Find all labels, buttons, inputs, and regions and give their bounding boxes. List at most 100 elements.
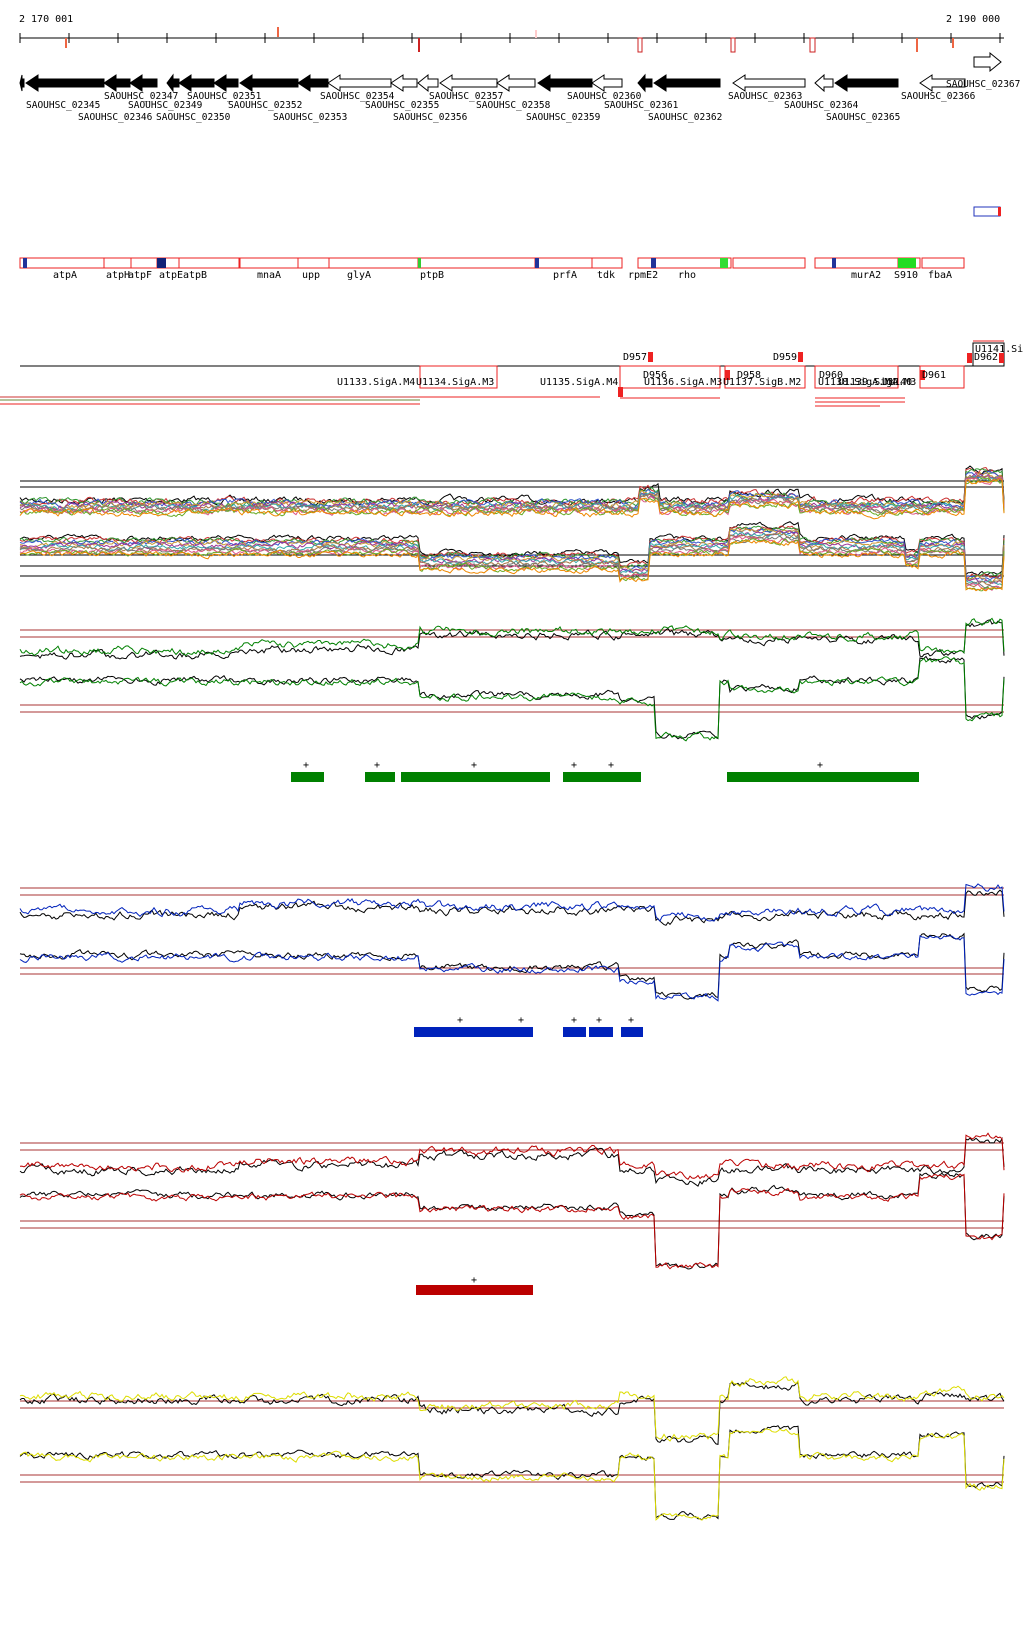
trace-line xyxy=(19,1381,1005,1446)
gene-box xyxy=(534,257,593,269)
gene-label[interactable]: SAOUHSC_02365 xyxy=(826,112,901,123)
gene-box xyxy=(732,257,806,269)
segment-label[interactable]: U1141.Si xyxy=(975,344,1024,355)
gene-box xyxy=(921,257,965,269)
named-gene-label[interactable]: ptpB xyxy=(420,270,445,281)
plus-marker: + xyxy=(374,760,381,771)
segment-track xyxy=(0,340,1005,407)
trace-line xyxy=(19,465,1005,507)
gene-label[interactable]: SAOUHSC_02360 xyxy=(567,91,642,102)
trace-line xyxy=(19,889,1005,926)
segment-label[interactable]: D958 xyxy=(737,370,762,381)
gene-box xyxy=(591,257,623,269)
segment-label[interactable]: U1134.SigA.M3 xyxy=(416,377,495,388)
segment-label[interactable]: U1138.SigA.M4 xyxy=(818,377,897,388)
named-gene-label[interactable]: glyA xyxy=(347,270,372,281)
blue-sample-panel xyxy=(19,883,1005,1037)
plus-marker: + xyxy=(457,1015,464,1026)
segment-label[interactable]: D961 xyxy=(922,370,947,381)
trace-line xyxy=(19,476,1005,517)
gene-arrow xyxy=(814,73,834,93)
segment-flag xyxy=(999,353,1004,363)
plus-marker: + xyxy=(471,1275,478,1286)
named-gene-label[interactable]: atpB xyxy=(183,270,208,281)
gene-label[interactable]: SAOUHSC_02351 xyxy=(187,91,262,102)
named-gene-label[interactable]: murA2 xyxy=(851,270,882,281)
segment-label[interactable]: U1139.SigA.M3 xyxy=(838,377,917,388)
segment-label[interactable]: D959 xyxy=(773,352,798,363)
plus-marker: + xyxy=(518,1015,525,1026)
gene-label[interactable]: SAOUHSC_02367 xyxy=(946,79,1021,90)
gene-arrow xyxy=(732,74,806,92)
gene-arrow xyxy=(25,74,105,92)
segment-box xyxy=(619,365,721,389)
gene-arrow xyxy=(439,74,498,92)
gene-label[interactable]: SAOUHSC_02352 xyxy=(228,100,303,111)
segment-label[interactable]: U1140 xyxy=(882,377,913,388)
segment-label[interactable]: D956 xyxy=(643,370,668,381)
trace-line xyxy=(19,532,1005,588)
gene-label[interactable]: SAOUHSC_02363 xyxy=(728,91,803,102)
gene-label[interactable]: SAOUHSC_02358 xyxy=(476,100,551,111)
gene-arrow xyxy=(178,74,215,92)
gene-label[interactable]: SAOUHSC_02366 xyxy=(901,91,976,102)
named-gene-label[interactable]: rho xyxy=(678,270,697,281)
gene-label[interactable]: SAOUHSC_02350 xyxy=(156,112,231,123)
gene-label[interactable]: SAOUHSC_02353 xyxy=(273,112,348,123)
gene-label[interactable]: SAOUHSC_02345 xyxy=(26,100,101,111)
named-gene-label[interactable]: prfA xyxy=(553,270,578,281)
gene-label[interactable]: SAOUHSC_02364 xyxy=(784,100,859,111)
gene-label[interactable]: SAOUHSC_02362 xyxy=(648,112,723,123)
trace-line xyxy=(19,470,1005,510)
named-gene-label[interactable]: atpF xyxy=(128,270,153,281)
segment-label[interactable]: D960 xyxy=(819,370,844,381)
gene-label[interactable]: SAOUHSC_02355 xyxy=(365,100,440,111)
named-gene-label[interactable]: mnaA xyxy=(257,270,282,281)
gene-label[interactable]: SAOUHSC_02346 xyxy=(78,112,153,123)
region-bar xyxy=(563,772,641,782)
region-bar xyxy=(414,1027,533,1037)
named-gene-label[interactable]: S910 xyxy=(894,270,919,281)
plus-marker: + xyxy=(471,760,478,771)
named-gene-label[interactable]: atpH xyxy=(106,270,131,281)
named-gene-label[interactable]: tdk xyxy=(597,270,616,281)
named-gene-label[interactable]: atpA xyxy=(53,270,78,281)
plus-marker: + xyxy=(303,760,310,771)
segment-label[interactable]: U1136.SigA.M3 xyxy=(644,377,723,388)
plus-marker: + xyxy=(608,760,615,771)
named-gene-label[interactable]: rpmE2 xyxy=(628,270,659,281)
gene-arrow xyxy=(327,74,392,92)
gene-label[interactable]: SAOUHSC_02354 xyxy=(320,91,395,102)
gene-arrow xyxy=(637,73,653,93)
gene-feature xyxy=(832,258,836,268)
region-bar xyxy=(563,1027,586,1037)
trace-line xyxy=(19,528,1005,584)
trace-line xyxy=(19,538,1005,592)
gene-label[interactable]: SAOUHSC_02359 xyxy=(526,112,601,123)
trace-line xyxy=(19,535,1005,590)
gene-label[interactable]: SAOUHSC_02349 xyxy=(128,100,203,111)
segment-label[interactable]: U1135.SigA.M4 xyxy=(540,377,619,388)
trace-line xyxy=(19,619,1005,660)
trace-line xyxy=(19,1136,1005,1187)
segment-label[interactable]: D957 xyxy=(623,352,648,363)
named-gene-label[interactable]: fbaA xyxy=(928,270,953,281)
gene-label[interactable]: SAOUHSC_02356 xyxy=(393,112,468,123)
named-gene-label[interactable]: atpE xyxy=(159,270,184,281)
gene-feature xyxy=(418,258,421,268)
segment-label[interactable]: D962 xyxy=(974,352,999,363)
trace-line xyxy=(19,530,1005,584)
segment-label[interactable]: U1133.SigA.M4 xyxy=(337,377,416,388)
gene-label[interactable]: SAOUHSC_02347 xyxy=(104,91,179,102)
gene-arrow xyxy=(297,74,329,92)
segment-label[interactable]: U1137.SigB.M2 xyxy=(723,377,802,388)
gene-box xyxy=(239,257,299,269)
trace-line xyxy=(19,477,1005,518)
named-gene-track xyxy=(19,257,965,269)
gene-arrow xyxy=(919,74,966,92)
region-marker xyxy=(973,206,1001,217)
named-gene-label[interactable]: upp xyxy=(302,270,321,281)
region-bar xyxy=(727,772,919,782)
gene-label[interactable]: SAOUHSC_02361 xyxy=(604,100,679,111)
gene-label[interactable]: SAOUHSC_02357 xyxy=(429,91,504,102)
